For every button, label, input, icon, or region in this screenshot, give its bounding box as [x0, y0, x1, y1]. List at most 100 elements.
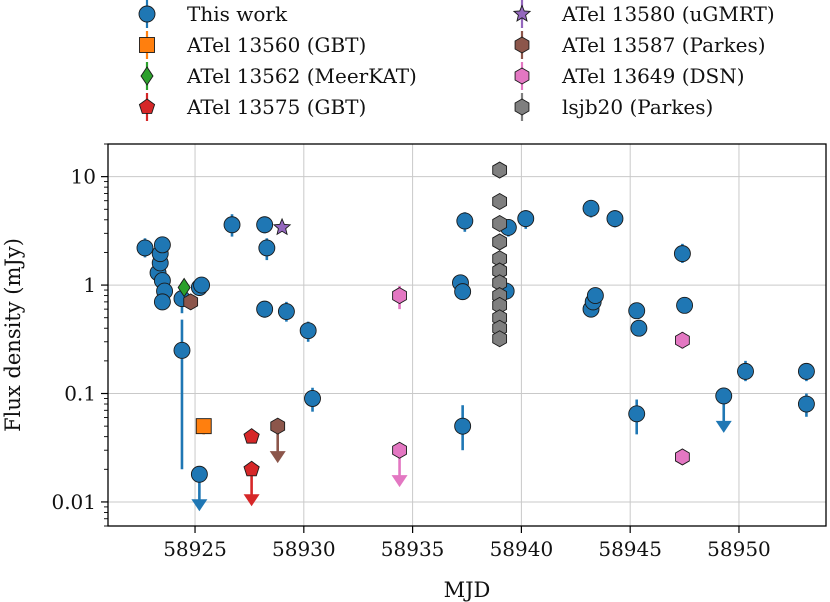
point-s7-11-shape: [492, 330, 508, 348]
point-s0-35: [673, 245, 691, 263]
point-s0-18: [299, 322, 317, 340]
legend-marker-1-shape: [139, 37, 155, 53]
point-s2-0-shape: [177, 277, 191, 298]
point-s0-37: [715, 387, 733, 405]
point-s7-3-shape: [492, 233, 508, 251]
legend-label-0: This work: [187, 2, 288, 26]
point-s0-18-shape: [299, 322, 317, 340]
point-s0-4-shape: [153, 236, 171, 254]
x-tick-label: 58930: [272, 537, 336, 561]
point-s0-40-shape: [797, 395, 815, 413]
legend-marker-5: [514, 36, 530, 54]
point-s7-2-shape: [492, 214, 508, 232]
point-s6-1-shape: [392, 441, 407, 459]
point-s0-12: [190, 465, 208, 483]
legend-item-4: ATel 13580 (uGMRT): [512, 0, 775, 28]
point-s0-40: [797, 395, 815, 413]
legend: This work ATel 13560 (GBT) ATel 13562 (Mee…: [138, 0, 775, 121]
point-s0-19: [304, 390, 321, 407]
point-s0-36: [676, 296, 694, 314]
legend-marker-0: [138, 5, 156, 23]
series-7: [492, 161, 508, 348]
legend-item-0: This work: [138, 0, 288, 28]
point-s0-12-limit-arrow: [191, 499, 208, 512]
legend-item-3: ATel 13575 (GBT): [138, 93, 366, 121]
series-1: [195, 418, 212, 435]
legend-label-7: lsjb20 (Parkes): [562, 95, 713, 119]
legend-marker-6-shape: [514, 67, 530, 85]
legend-label-3: ATel 13575 (GBT): [186, 95, 366, 119]
point-s7-3: [492, 233, 508, 251]
point-s5-0-shape: [183, 293, 199, 311]
point-s0-12-shape: [190, 465, 208, 483]
point-s0-38: [737, 362, 754, 380]
point-s7-1-shape: [492, 192, 508, 211]
legend-marker-3: [138, 98, 156, 114]
point-s0-37-limit-arrow: [715, 420, 732, 433]
legend-marker-6: [514, 67, 530, 85]
legend-label-6: ATel 13649 (DSN): [561, 64, 745, 88]
point-s7-0: [492, 161, 508, 179]
point-s0-22-shape: [456, 212, 474, 230]
point-s3-1-limit-arrow: [243, 494, 260, 507]
point-s6-3: [675, 448, 690, 466]
legend-marker-2-shape: [140, 66, 154, 86]
legend-marker-7: [514, 98, 530, 116]
point-s2-0: [177, 277, 191, 298]
legend-label-2: ATel 13562 (MeerKAT): [186, 64, 417, 88]
plot-data: [136, 161, 815, 512]
axes: 58925 58930 58935 58940 58945 58950 0.01 0.1 1 10: [51, 143, 771, 561]
point-s7-0-shape: [492, 161, 508, 179]
legend-marker-4: [512, 4, 532, 22]
point-s0-33-shape: [630, 319, 648, 337]
legend-item-5: ATel 13587 (Parkes): [514, 31, 766, 59]
y-tick-label: 10: [71, 165, 96, 189]
point-s0-27: [582, 199, 600, 217]
point-s0-21-shape: [454, 283, 472, 301]
point-s0-37-shape: [715, 387, 733, 405]
point-s0-23: [454, 417, 472, 435]
y-tick-label: 0.1: [64, 382, 96, 406]
point-s1-0-shape: [195, 418, 212, 435]
point-s0-0-shape: [136, 239, 154, 257]
point-s4-0: [272, 217, 292, 236]
point-s0-13: [223, 216, 241, 234]
series-2: [177, 277, 191, 298]
point-s0-31: [606, 210, 624, 228]
series-4: [272, 217, 292, 236]
legend-item-6: ATel 13649 (DSN): [514, 62, 745, 90]
point-s1-0: [195, 418, 212, 435]
y-axis-label: Flux density (mJy): [1, 238, 25, 432]
point-s0-26: [517, 210, 535, 228]
point-s6-3-shape: [675, 448, 690, 466]
point-s7-2: [492, 214, 508, 232]
legend-marker-4-shape: [512, 4, 532, 22]
point-s3-1-shape: [243, 460, 260, 477]
legend-marker-7-shape: [514, 98, 530, 116]
x-tick-label: 58950: [707, 537, 771, 561]
point-s7-1: [492, 192, 508, 211]
series-3: [243, 428, 260, 507]
point-s0-14-shape: [256, 216, 274, 234]
legend-marker-2: [140, 66, 154, 86]
legend-marker-0-shape: [138, 5, 156, 23]
point-s0-38-shape: [737, 362, 754, 380]
point-s5-1: [270, 417, 286, 435]
y-tick-label: 0.01: [51, 490, 96, 514]
legend-marker-3-shape: [138, 98, 156, 114]
point-s6-1: [392, 441, 407, 459]
point-s0-32-shape: [628, 302, 646, 320]
point-s0-9-shape: [173, 341, 191, 359]
point-s6-2: [675, 331, 690, 349]
legend-item-1: ATel 13560 (GBT): [139, 31, 366, 59]
point-s7-11: [492, 330, 508, 348]
point-s0-7: [153, 293, 171, 311]
point-s0-31-shape: [606, 210, 624, 228]
legend-item-2: ATel 13562 (MeerKAT): [140, 62, 417, 90]
point-s0-21: [454, 283, 472, 301]
point-s5-1-shape: [270, 417, 286, 435]
point-s0-27-shape: [582, 199, 600, 217]
point-s0-14: [256, 216, 274, 234]
point-s0-11-shape: [193, 276, 211, 294]
point-s0-17: [277, 303, 295, 320]
